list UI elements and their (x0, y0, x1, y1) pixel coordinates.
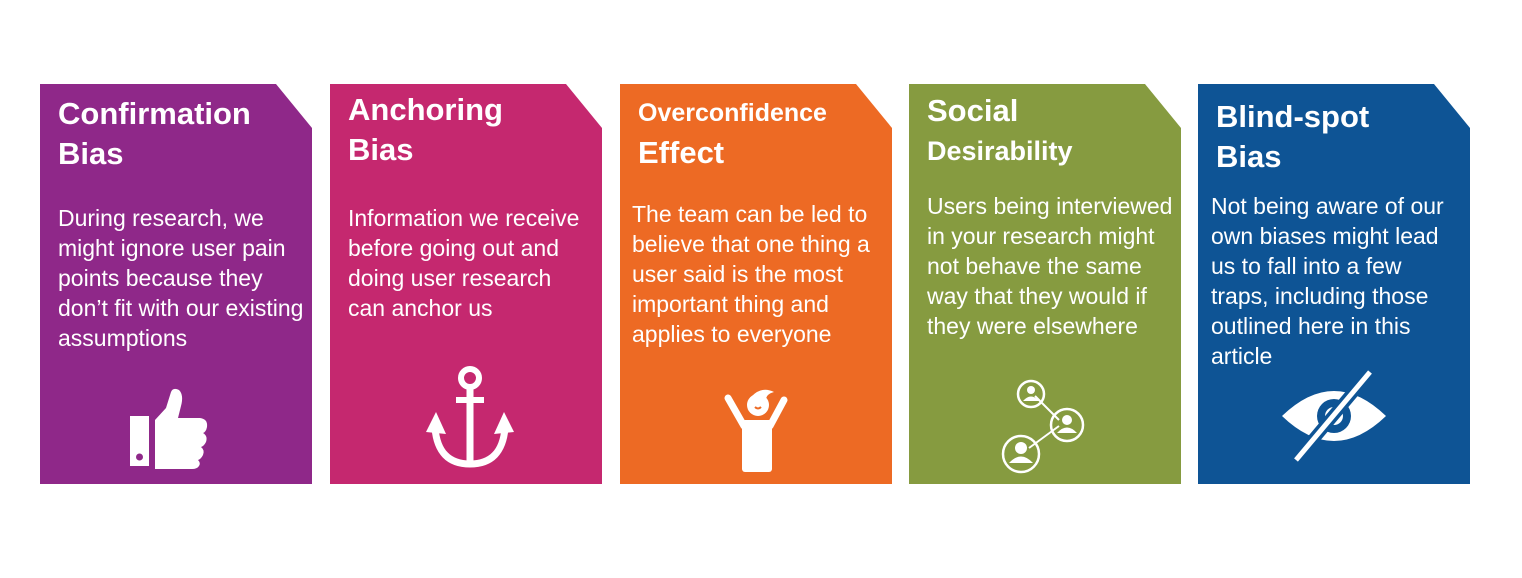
people-network-icon (999, 378, 1089, 474)
card-title-line-2: Bias (348, 132, 414, 167)
card-title-line-2: Bias (58, 136, 124, 171)
card-title: Blind-spot Bias (1216, 97, 1456, 177)
card-social-desirability: Social Desirability Users being intervie… (909, 84, 1181, 484)
card-body: Information we receive before going out … (348, 205, 580, 321)
card-confirmation-bias: Confirmation Bias During research, we mi… (40, 84, 312, 484)
card-body: Not being aware of our own biases might … (1211, 193, 1444, 369)
eye-slash-icon (1278, 370, 1390, 462)
card-title-line-2: Bias (1216, 139, 1282, 174)
card-body: Users being interviewed in your research… (927, 193, 1173, 339)
card-body: The team can be led to believe that one … (632, 201, 870, 347)
card-title: Anchoring Bias (348, 90, 588, 170)
card-title-line-1: Blind-spot (1216, 99, 1370, 134)
card-title-line-1: Social (927, 93, 1019, 128)
card-title: Overconfidence Effect (638, 93, 878, 173)
celebrating-person-icon (722, 388, 790, 472)
card-title-line-2: Effect (638, 135, 725, 170)
card-body: During research, we might ignore user pa… (58, 205, 304, 351)
card-blind-spot-bias: Blind-spot Bias Not being aware of our o… (1198, 84, 1470, 484)
card-title-line-1: Confirmation (58, 96, 251, 131)
card-anchoring-bias: Anchoring Bias Information we receive be… (330, 84, 602, 484)
card-overconfidence-effect: Overconfidence Effect The team can be le… (620, 84, 892, 484)
card-title: Social Desirability (927, 91, 1167, 171)
card-title-line-1: Anchoring (348, 92, 503, 127)
thumbs-up-icon (128, 386, 212, 470)
card-title-line-2: Desirability (927, 136, 1073, 166)
card-title-line-1: Overconfidence (638, 99, 827, 127)
card-title: Confirmation Bias (58, 94, 298, 174)
anchor-icon (426, 364, 514, 468)
